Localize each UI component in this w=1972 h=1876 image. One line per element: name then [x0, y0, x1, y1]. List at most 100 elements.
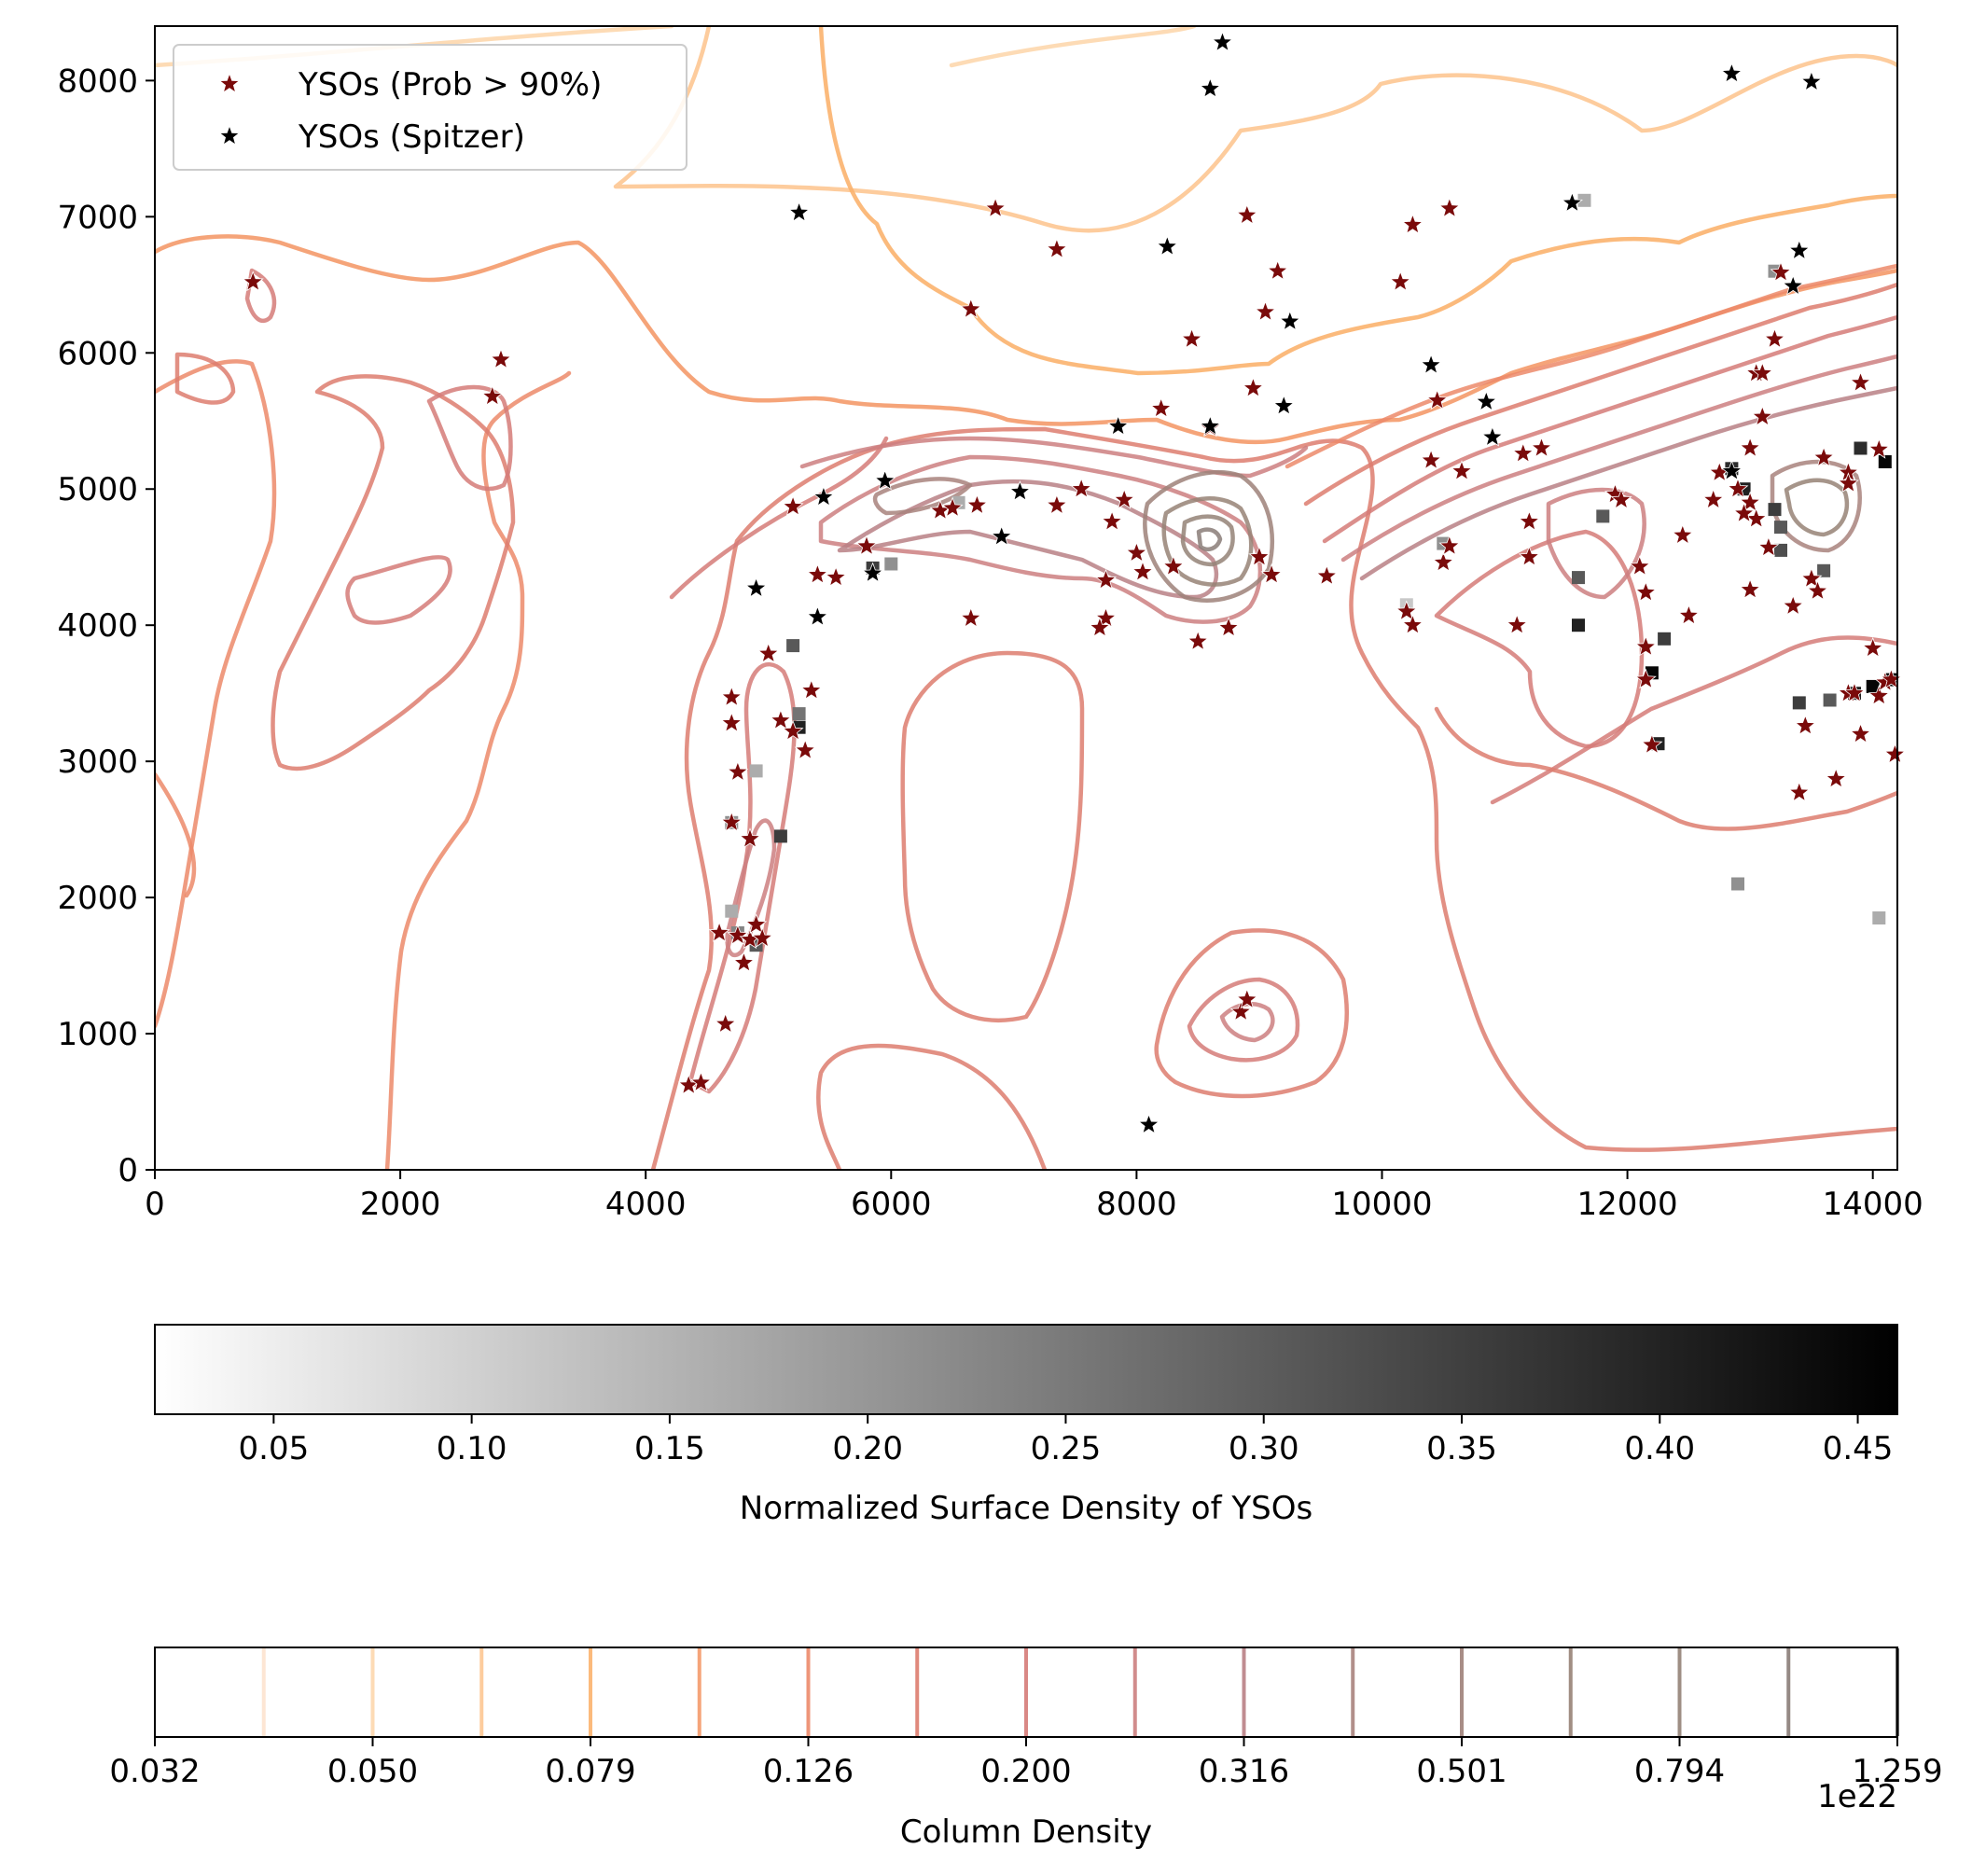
contour-bottom-1	[816, 1043, 1048, 1170]
contour-mid-1	[650, 426, 1897, 1170]
x-axis: 0 2000 4000 6000 8000 10000 12000 14000	[145, 1170, 1923, 1223]
contour-mid-2	[669, 436, 889, 600]
colorbar-column-tick-label: 0.032	[109, 1753, 200, 1790]
yso-spitzer-point	[1475, 390, 1497, 411]
yso-spitzer-point	[874, 469, 896, 491]
colorbar-yso-tick-label: 0.15	[634, 1430, 705, 1467]
yso-prob-point	[1315, 564, 1338, 586]
x-tick-label: 14000	[1823, 1186, 1923, 1223]
yso-prob-point	[1641, 733, 1663, 755]
colorbar-yso-density: 0.05 0.10 0.15 0.20 0.25 0.30 0.35 0.40 0.45 Nor…	[154, 1324, 1898, 1527]
contour-layer	[155, 26, 1897, 1170]
contour-right-8	[1770, 459, 1862, 553]
y-tick-label: 1000	[57, 1016, 138, 1053]
colorbar-yso-tick-label: 0.40	[1624, 1430, 1695, 1467]
contour-right-9	[1784, 478, 1849, 537]
contour-level-4	[155, 234, 1897, 445]
yso-prob-point	[770, 709, 792, 730]
contour-right-3	[1322, 314, 1897, 544]
yso-prob-point	[751, 926, 773, 948]
yso-prob-point	[1396, 600, 1418, 621]
yso-prob-point	[745, 913, 768, 935]
density-cell	[786, 639, 800, 653]
yso-prob-point	[1800, 567, 1823, 589]
yso-spitzer-point	[1561, 191, 1583, 213]
yso-prob-point	[1739, 491, 1761, 512]
contour-right-6	[1434, 529, 1645, 749]
yso-prob-point	[1763, 327, 1786, 349]
yso-prob-point	[806, 563, 828, 585]
colorbar-column-tick-label: 0.079	[545, 1753, 635, 1790]
yso-prob-point	[1438, 197, 1461, 218]
yso-prob-point	[1702, 488, 1725, 509]
colorbar-column-label: Column Density	[900, 1813, 1152, 1851]
yso-spitzer-point	[788, 201, 811, 222]
x-tick-label: 6000	[851, 1186, 932, 1223]
yso-prob-point	[1162, 555, 1185, 577]
y-tick-label: 2000	[57, 880, 138, 917]
contour-peak-4	[1196, 527, 1223, 551]
density-cell	[1768, 503, 1782, 517]
contour-left-6	[426, 384, 513, 492]
yso-prob-point	[1634, 581, 1657, 603]
yso-prob-point	[1837, 472, 1859, 493]
density-cell	[792, 707, 806, 721]
contour-mid-3	[799, 436, 1309, 479]
yso-prob-point	[1739, 578, 1761, 600]
yso-prob-point	[1518, 510, 1540, 532]
yso-prob-point	[242, 271, 264, 292]
yso-prob-point	[1180, 327, 1203, 349]
density-cell	[1878, 455, 1892, 468]
yso-prob-point	[1401, 213, 1423, 234]
y-tick-label: 0	[118, 1152, 138, 1189]
yso-prob-point	[1518, 546, 1540, 567]
contour-level-1b	[949, 26, 1197, 68]
contour-left-1	[155, 359, 277, 1029]
colorbar-yso-tick-label: 0.35	[1426, 1430, 1497, 1467]
colorbar-yso-tick-label: 0.30	[1229, 1430, 1299, 1467]
yso-prob-point	[965, 493, 988, 515]
legend-box	[173, 44, 687, 171]
yso-prob-point	[960, 606, 982, 628]
yso-prob-point	[1187, 630, 1209, 651]
contour-left-4	[271, 374, 516, 771]
legend-label-prob: YSOs (Prob > 90%)	[298, 66, 602, 104]
yso-prob-point	[720, 811, 743, 832]
yso-prob-point	[720, 712, 743, 733]
colorbar-column-tick-label: 0.501	[1416, 1753, 1507, 1790]
colorbar-column-tick-label: 0.126	[763, 1753, 854, 1790]
yso-prob-point	[720, 686, 743, 707]
yso-spitzer-point	[745, 577, 768, 598]
yso-prob-point	[1634, 635, 1657, 657]
yso-prob-point	[1883, 743, 1906, 764]
density-cell	[1866, 679, 1880, 693]
density-cell	[884, 557, 898, 571]
scatter-layer	[242, 31, 1906, 1134]
yso-prob-point	[481, 384, 504, 406]
colorbar-column-tick-label: 0.200	[980, 1753, 1071, 1790]
yso-spitzer-point	[1481, 425, 1504, 447]
density-cell	[1572, 618, 1585, 632]
yso-spitzer-point	[812, 485, 835, 507]
x-tick-label: 2000	[360, 1186, 441, 1223]
yso-prob-point	[1868, 684, 1890, 705]
density-cell	[1731, 877, 1744, 891]
colorbar-yso-gradient	[154, 1324, 1898, 1415]
yso-prob-point	[825, 565, 847, 587]
contour-right-5	[1359, 385, 1897, 581]
yso-spitzer-point	[862, 562, 884, 583]
yso-prob-point	[1389, 271, 1411, 292]
yso-prob-point	[727, 760, 749, 782]
colorbar-yso-tick-label: 0.20	[832, 1430, 903, 1467]
yso-prob-point	[1629, 555, 1651, 577]
yso-prob-point	[727, 924, 749, 945]
yso-spitzer-point	[1107, 414, 1130, 436]
x-tick-label: 8000	[1096, 1186, 1177, 1223]
yso-spitzer-point	[1008, 480, 1031, 502]
x-tick-label: 4000	[605, 1186, 687, 1223]
density-cell	[1854, 441, 1868, 455]
colorbar-column-tick-label: 1.259	[1852, 1753, 1942, 1790]
yso-prob-point	[1880, 668, 1902, 689]
yso-prob-point	[1420, 449, 1442, 470]
